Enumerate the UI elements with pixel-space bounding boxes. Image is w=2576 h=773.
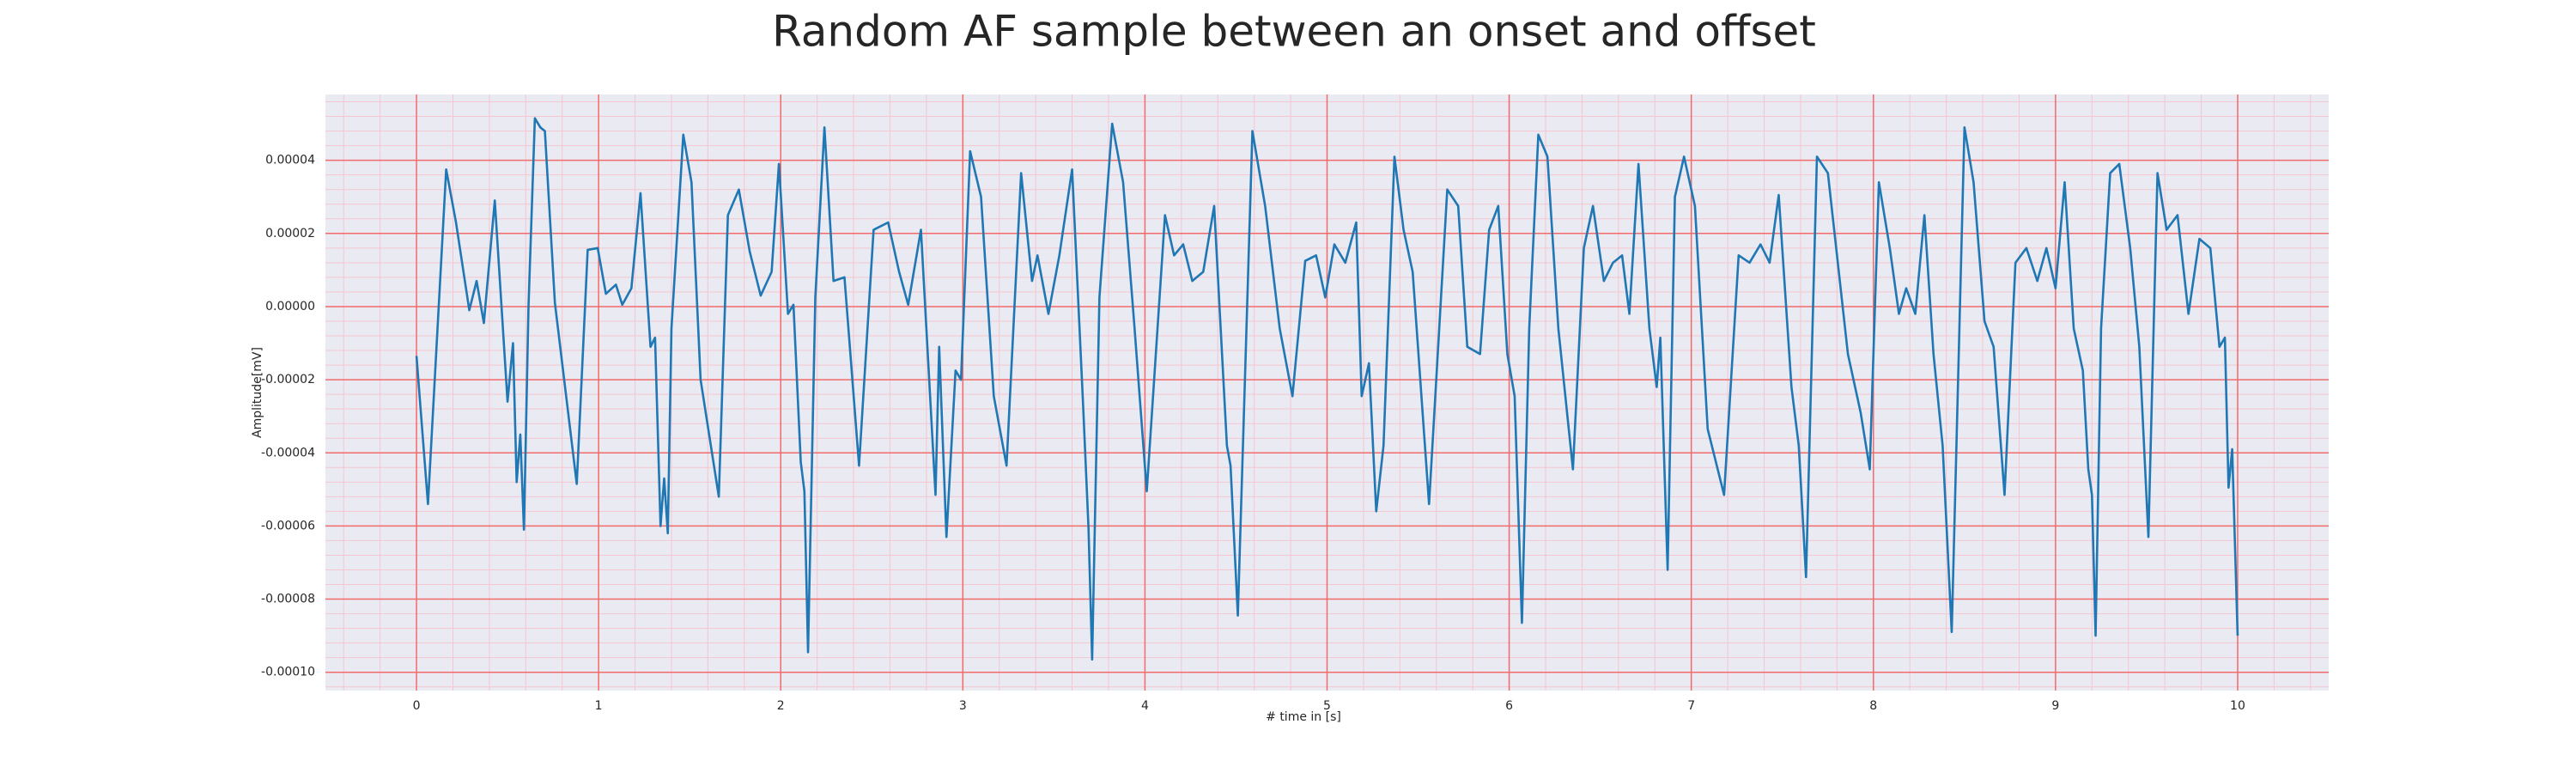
x-tick-label: 4 xyxy=(1141,699,1149,713)
x-tick-label: 1 xyxy=(595,699,603,713)
x-tick-label: 6 xyxy=(1505,699,1513,713)
signal-line xyxy=(415,117,2239,661)
x-tick-label: 7 xyxy=(1687,699,1695,713)
y-tick-label: -0.00010 xyxy=(261,666,315,679)
x-axis-label: # time in [s] xyxy=(1266,710,1341,724)
chart-title: Random AF sample between an onset and of… xyxy=(772,7,1816,57)
y-tick-label: 0.00002 xyxy=(265,227,315,240)
y-axis-label: Amplitude[mV] xyxy=(251,347,264,438)
y-tick-label: -0.00004 xyxy=(261,446,315,460)
x-tick-label: 8 xyxy=(1869,699,1877,713)
x-tick-label: 0 xyxy=(413,699,421,713)
y-tick-label: -0.00006 xyxy=(261,519,315,533)
y-tick-label: -0.00002 xyxy=(261,373,315,386)
y-tick-label: 0.00004 xyxy=(265,154,315,167)
x-tick-label: 3 xyxy=(959,699,967,713)
x-tick-label: 10 xyxy=(2230,699,2245,713)
x-tick-label: 9 xyxy=(2051,699,2059,713)
x-tick-label: 5 xyxy=(1323,699,1331,713)
x-tick-label: 2 xyxy=(777,699,785,713)
y-tick-label: 0.00000 xyxy=(265,300,315,313)
y-tick-label: -0.00008 xyxy=(261,593,315,606)
